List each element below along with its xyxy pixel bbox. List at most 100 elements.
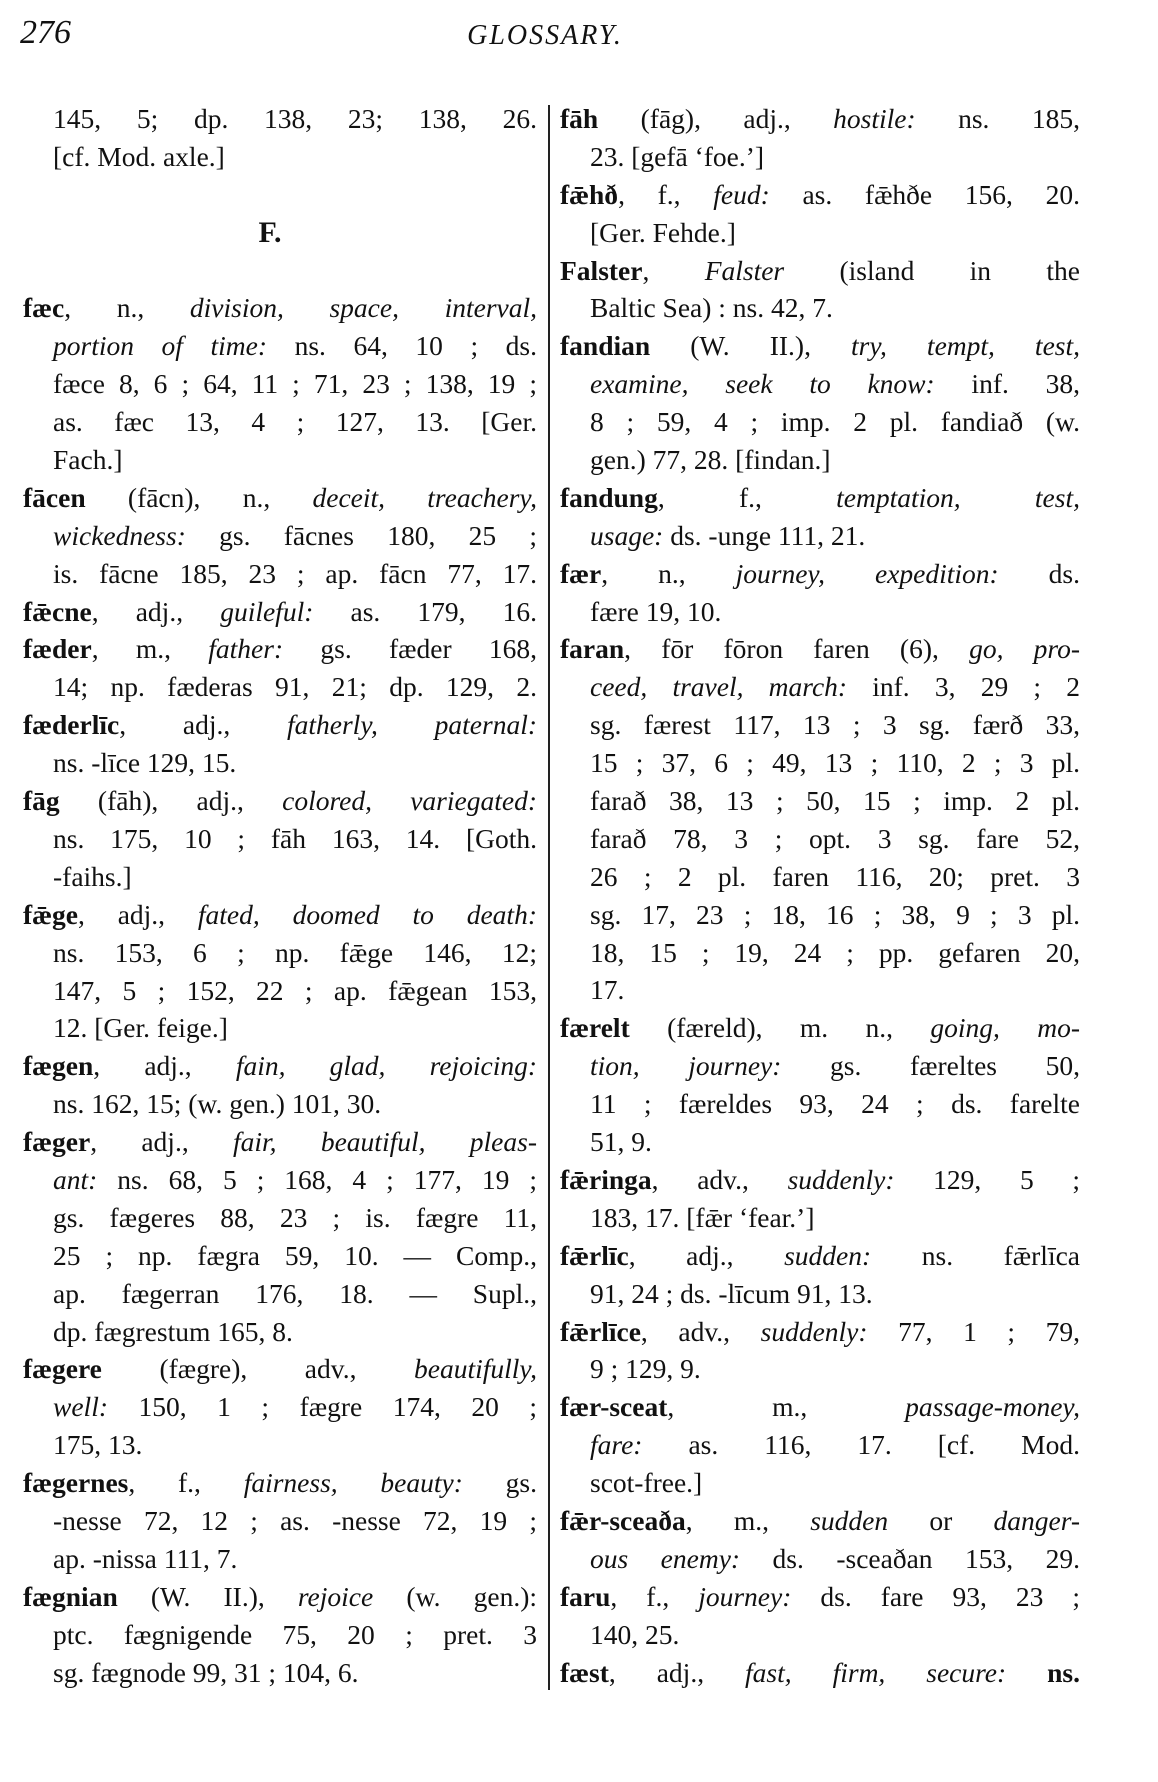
entry-continuation-line: [cf. Mod. axle.] [23,138,537,176]
citation-text: , n., [601,557,736,589]
entry-continuation-line: scot-free.] [560,1464,1080,1502]
citation-text: inf. 38, [934,368,1080,400]
entry-continuation-line: ant: ns. 68, 5 ; 168, 4 ; 177, 19 ; [23,1161,537,1199]
left-column: 145, 5; dp. 138, 23; 138, 26. [cf. Mod. a… [23,100,537,1691]
entry-continuation-line: 17. [560,971,1080,1009]
gloss: feud: [713,178,770,210]
citation-text: -faihs.] [53,860,132,892]
citation-text: (W. II.), [650,330,851,362]
entry-continuation-line: 11 ; færeldes 93, 24 ; ds. farelte [560,1085,1080,1123]
entry-continuation-line: gen.) 77, 28. [findan.] [560,441,1080,479]
gloss: danger- [993,1504,1080,1536]
entry-continuation-line: wickedness: gs. fācnes 180, 25 ; [23,517,537,555]
entry-line: fandung, f., temptation, test, [560,479,1080,517]
entry-continuation-line: fæce 8, 6 ; 64, 11 ; 71, 23 ; 138, 19 ; [23,365,537,403]
gloss: wickedness: [53,519,186,551]
citation-text: 145, 5; dp. 138, 23; 138, 26. [53,103,537,134]
headword: fægnian [23,1580,118,1612]
gloss: journey, expedition: [735,557,999,589]
entry-line: fæger, adj., fair, beautiful, pleas- [23,1123,537,1161]
headword: fæder [23,633,92,665]
entry-line: fǣhð, f., feud: as. fǣhðe 156, 20. [560,176,1080,214]
entry-continuation-line: 147, 5 ; 152, 22 ; ap. fǣgean 153, [23,972,537,1010]
gloss: fair, beautiful, pleas- [233,1126,537,1158]
citation-text: , adj., [91,595,221,627]
entry-continuation-line: 140, 25. [560,1616,1080,1654]
headword: fandung [560,481,658,513]
entry-line: fær, n., journey, expedition: ds. [560,555,1080,593]
citation-text: inf. 3, 29 ; 2 [847,671,1080,703]
entry-line: fǣcne, adj., guileful: as. 179, 16. [23,593,537,631]
citation-text: ns. 68, 5 ; 168, 4 ; 177, 19 ; [97,1163,537,1195]
entry-continuation-line: ns. 153, 6 ; np. fǣge 146, 12; [23,934,537,972]
citation-text: farað 38, 13 ; 50, 15 ; imp. 2 pl. [590,785,1080,817]
entry-continuation-line: farað 38, 13 ; 50, 15 ; imp. 2 pl. [560,782,1080,820]
gloss: go, pro- [969,633,1080,665]
headword: fæst [560,1656,609,1688]
citation-text: 9 ; 129, 9. [590,1353,701,1385]
headword: fæc [23,292,65,324]
entry-continuation-line: as. fæc 13, 4 ; 127, 13. [Ger. [23,403,537,441]
entry-continuation-line: Baltic Sea) : ns. 42, 7. [560,289,1080,327]
entry-continuation-line: 26 ; 2 pl. faren 116, 20; pret. 3 [560,858,1080,896]
headword: færelt [560,1012,630,1044]
citation-text: farað 78, 3 ; opt. 3 sg. fare 52, [590,822,1080,854]
citation-text: (island in the [784,254,1080,286]
entry-line: fǣge, adj., fated, doomed to death: [23,896,537,934]
citation-text: (fāh), adj., [59,785,283,817]
entry-continuation-line: 51, 9. [560,1123,1080,1161]
gloss: rejoice [297,1580,374,1612]
entry-line: Falster, Falster (island in the [560,252,1080,290]
entry-line: fǣrlīce, adv., suddenly: 77, 1 ; 79, [560,1313,1080,1351]
citation-text: is. fācne 185, 23 ; ap. fācn 77, 17. [53,557,537,589]
entry-line: fāg (fāh), adj., colored, variegated: [23,782,537,820]
citation-text: 77, 1 ; 79, [867,1315,1080,1347]
headword: fær [560,557,602,589]
entry-line: faran, fōr fōron faren (6), go, pro- [560,630,1080,668]
citation-text: , adj., [628,1239,785,1271]
citation-text: , adj., [90,1126,233,1158]
gloss: passage-money, [905,1391,1080,1423]
citation-text: as. 116, 17. [cf. Mod. [642,1429,1080,1461]
citation-text: , [642,254,705,286]
citation-text: (fægre), adv., [101,1353,415,1385]
gloss: Falster [704,254,785,286]
entry-continuation-line: 175, 13. [23,1426,537,1464]
citation-text: (w. gen.): [373,1580,537,1612]
page-number: 276 [20,14,71,51]
entry-continuation-line: fare: as. 116, 17. [cf. Mod. [560,1426,1080,1464]
entry-line: fægere (fægre), adv., beautifully, [23,1350,537,1388]
citation-text: (W. II.), [117,1580,298,1612]
entry-line: fāh (fāg), adj., hostile: ns. 185, [560,100,1080,138]
gloss: division, space, interval, [189,292,537,324]
entry-continuation-line: 183, 17. [fǣr ‘fear.’] [560,1199,1080,1237]
headword: faru [560,1580,611,1612]
citation-text: , f., [610,1580,699,1612]
entry-continuation-line: 91, 24 ; ds. -līcum 91, 13. [560,1275,1080,1313]
citation-text: fæce 8, 6 ; 64, 11 ; 71, 23 ; 138, 19 ; [53,368,537,400]
citation-text: 129, 5 ; [894,1163,1081,1195]
gloss: fast, firm, secure: [745,1656,1007,1688]
entry-continuation-line: 25 ; np. fægra 59, 10. — Comp., [23,1237,537,1275]
citation-text: ap. -nissa 111, 7. [53,1542,238,1574]
gloss: fairness, beauty: [243,1467,463,1499]
citation-text: dp. fægrestum 165, 8. [53,1315,293,1347]
gloss: ceed, travel, march: [590,671,848,703]
gloss: fated, doomed to death: [197,898,537,930]
citation-text: ds. -sceaðan 153, 29. [740,1542,1081,1574]
entry-continuation-line: 15 ; 37, 6 ; 49, 13 ; 110, 2 ; 3 pl. [560,744,1080,782]
citation-text: gs. fægeres 88, 23 ; is. fægre 11, [53,1201,537,1233]
citation-text: 140, 25. [590,1618,680,1650]
right-column: fāh (fāg), adj., hostile: ns. 185, 23. [g… [560,100,1080,1691]
citation-text: gen.) 77, 28. [findan.] [590,444,831,476]
headword: fāh [560,103,599,134]
gloss: sudden: [784,1239,872,1271]
headword: fǣge [23,898,78,930]
entry-line: fægernes, f., fairness, beauty: gs. [23,1464,537,1502]
headword: fægen [23,1050,94,1082]
citation-text: sg. 17, 23 ; 18, 16 ; 38, 9 ; 3 pl. [590,898,1080,930]
citation-text: 147, 5 ; 152, 22 ; ap. fǣgean 153, [53,974,537,1006]
citation-text: scot-free.] [590,1467,703,1499]
entry-continuation-line: portion of time: ns. 64, 10 ; ds. [23,327,537,365]
entry-continuation-line: is. fācne 185, 23 ; ap. fācn 77, 17. [23,555,537,593]
